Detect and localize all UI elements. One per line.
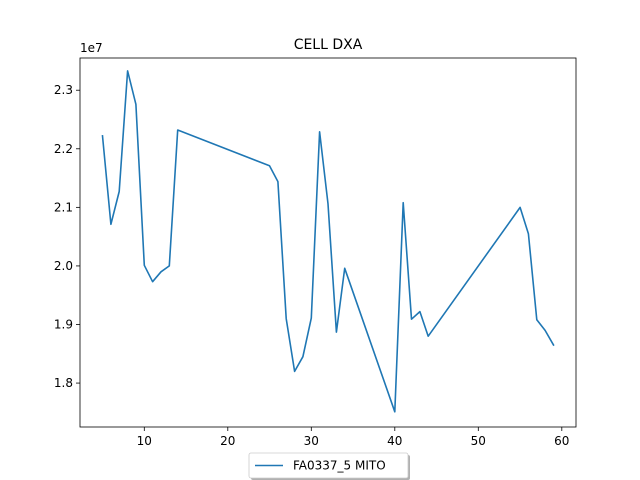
series-line: [101, 70, 555, 413]
y-tick-label: 1.8: [54, 376, 73, 390]
legend: FA0337_5 MITO: [248, 452, 410, 480]
y-tick-label: 1.9: [54, 318, 73, 332]
x-axis-ticks: 10 20 30 40 50 60: [137, 427, 569, 448]
y-axis-ticks: 1.8 1.9 2.0 2.1 2.2 2.3: [54, 83, 80, 390]
y-tick-label: 2.0: [54, 259, 73, 273]
x-tick-label: 20: [220, 434, 235, 448]
x-tick-label: 30: [304, 434, 319, 448]
x-tick-label: 40: [387, 434, 402, 448]
x-tick-label: 60: [554, 434, 569, 448]
chart-title: CELL DXA: [294, 37, 363, 53]
x-tick-label: 10: [137, 434, 152, 448]
legend-label: FA0337_5 MITO: [293, 459, 386, 473]
x-tick-label: 50: [471, 434, 486, 448]
y-tick-label: 2.1: [54, 200, 73, 214]
y-tick-label: 2.3: [54, 83, 73, 97]
y-tick-label: 2.2: [54, 142, 73, 156]
legend-box: [248, 452, 409, 479]
plot-frame: [79, 57, 577, 428]
y-axis-offset-label: 1e7: [80, 41, 103, 55]
